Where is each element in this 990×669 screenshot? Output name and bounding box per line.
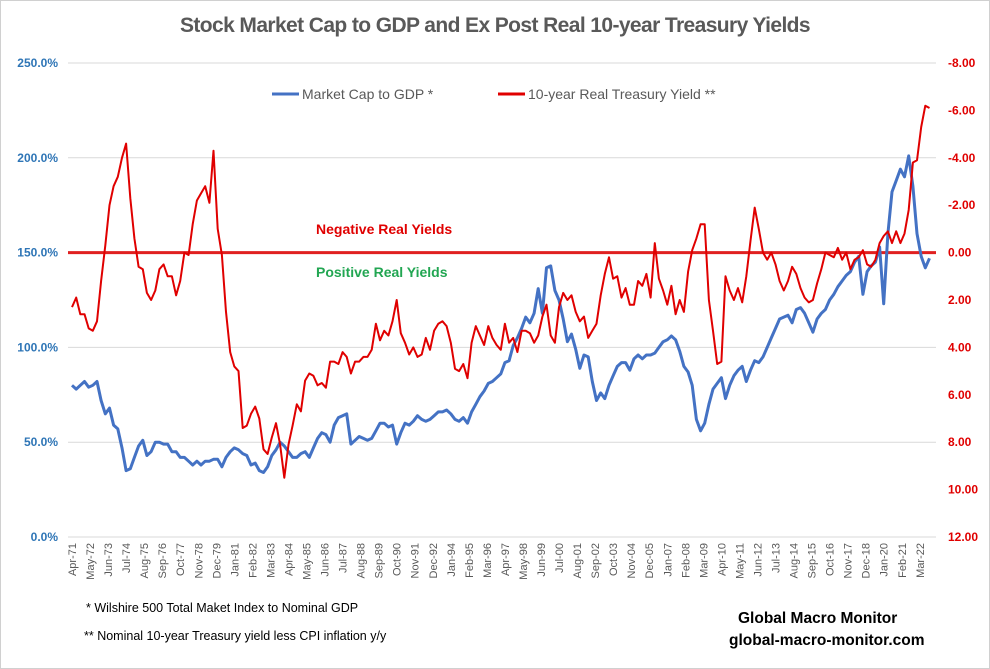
left-tick-label: 50.0% (24, 435, 58, 449)
x-tick-label: Sep-89 (374, 543, 386, 578)
right-tick-label: 8.00 (948, 435, 972, 449)
x-tick-label: Oct-03 (608, 543, 620, 576)
right-tick-label: 6.00 (948, 388, 972, 402)
x-tick-label: Apr-84 (283, 543, 295, 576)
legend: Market Cap to GDP * 10-year Real Treasury… (272, 86, 716, 102)
brand-site: global-macro-monitor.com (729, 632, 925, 649)
right-tick-label: 0.00 (948, 246, 972, 260)
x-tick-label: Dec-18 (861, 543, 873, 578)
x-tick-label: May-85 (301, 543, 313, 580)
brand-name: Global Macro Monitor (738, 610, 898, 627)
x-tick-label: Apr-10 (716, 543, 728, 576)
footnote-real-yield: ** Nominal 10-year Treasury yield less C… (84, 629, 387, 643)
x-tick-label: Feb-95 (464, 543, 476, 578)
right-tick-label: -6.00 (948, 103, 976, 117)
x-tick-label: Aug-88 (356, 543, 368, 578)
annotation-positive-real-yields: Positive Real Yields (316, 264, 448, 280)
x-tick-label: Dec-79 (211, 543, 223, 578)
x-tick-label: Jun-86 (320, 543, 332, 577)
x-tick-label: Mar-09 (698, 543, 710, 578)
right-tick-label: -4.00 (948, 151, 976, 165)
x-tick-label: Oct-77 (175, 543, 187, 576)
x-tick-label: May-98 (518, 543, 530, 580)
x-tick-label: Sep-02 (590, 543, 602, 578)
x-tick-label: Oct-90 (392, 543, 404, 576)
x-tick-label: Nov-78 (193, 543, 205, 578)
x-tick-label: Jul-13 (770, 543, 782, 573)
x-tick-label: Aug-01 (572, 543, 584, 578)
x-tick-label: Sep-76 (157, 543, 169, 578)
left-tick-label: 150.0% (17, 246, 58, 260)
x-tick-label: Jun-73 (103, 543, 115, 577)
x-tick-label: Jul-74 (121, 543, 133, 573)
x-tick-label: Dec-05 (644, 543, 656, 578)
x-tick-label: May-72 (85, 543, 97, 580)
legend-label-market-cap: Market Cap to GDP * (302, 86, 434, 102)
left-axis: 250.0% 200.0% 150.0% 100.0% 50.0% 0.0% (17, 56, 58, 544)
x-tick-label: Feb-82 (247, 543, 259, 578)
x-tick-label: Jan-07 (662, 543, 674, 577)
x-tick-label: Mar-96 (482, 543, 494, 578)
real-treasury-yield-line (71, 104, 930, 479)
x-tick-label: Jan-81 (229, 543, 241, 577)
left-tick-label: 0.0% (31, 530, 59, 544)
right-tick-label: 2.00 (948, 293, 972, 307)
left-tick-label: 200.0% (17, 151, 58, 165)
right-tick-label: 10.00 (948, 483, 978, 497)
x-tick-label: Jul-00 (554, 543, 566, 573)
x-tick-label: Nov-17 (843, 543, 855, 578)
market-cap-to-gdp-line (70, 154, 931, 474)
x-tick-label: Feb-21 (897, 543, 909, 578)
x-tick-label: Apr-71 (67, 543, 79, 576)
x-tick-label: Apr-97 (500, 543, 512, 576)
x-tick-label: Jan-20 (879, 543, 891, 577)
x-tick-label: Feb-08 (680, 543, 692, 578)
x-tick-label: Nov-04 (626, 543, 638, 578)
x-tick-label: May-11 (734, 543, 746, 579)
annotation-negative-real-yields: Negative Real Yields (316, 221, 452, 237)
right-tick-label: 4.00 (948, 340, 972, 354)
series-lines (70, 104, 931, 479)
chart-title: Stock Market Cap to GDP and Ex Post Real… (180, 14, 811, 37)
right-tick-label: 12.00 (948, 530, 978, 544)
right-tick-label: -2.00 (948, 198, 976, 212)
x-tick-label: Aug-75 (139, 543, 151, 578)
left-tick-label: 250.0% (17, 56, 58, 70)
x-tick-label: Jul-87 (338, 543, 350, 573)
right-axis: -8.00 -6.00 -4.00 -2.00 0.00 2.00 4.00 6.00 8.00… (948, 56, 978, 544)
x-tick-label: Mar-83 (265, 543, 277, 578)
left-tick-label: 100.0% (17, 340, 58, 354)
footnote-market-cap: * Wilshire 500 Total Maket Index to Nomi… (86, 601, 359, 615)
right-tick-label: -8.00 (948, 56, 976, 70)
legend-label-real-yield: 10-year Real Treasury Yield ** (528, 86, 716, 102)
x-tick-label: Jun-12 (752, 543, 764, 577)
x-tick-label: Mar-22 (915, 543, 927, 578)
x-tick-label: Jan-94 (446, 543, 458, 577)
x-tick-label: Aug-14 (789, 543, 801, 578)
x-tick-label: Nov-91 (410, 543, 422, 578)
x-axis: Apr-71 May-72 Jun-73 Jul-74 Aug-75 Sep-76 Oct-… (67, 543, 927, 580)
x-tick-label: Dec-92 (428, 543, 440, 578)
x-tick-label: Jun-99 (536, 543, 548, 577)
x-tick-label: Sep-15 (807, 543, 819, 578)
x-tick-label: Oct-16 (825, 543, 837, 576)
